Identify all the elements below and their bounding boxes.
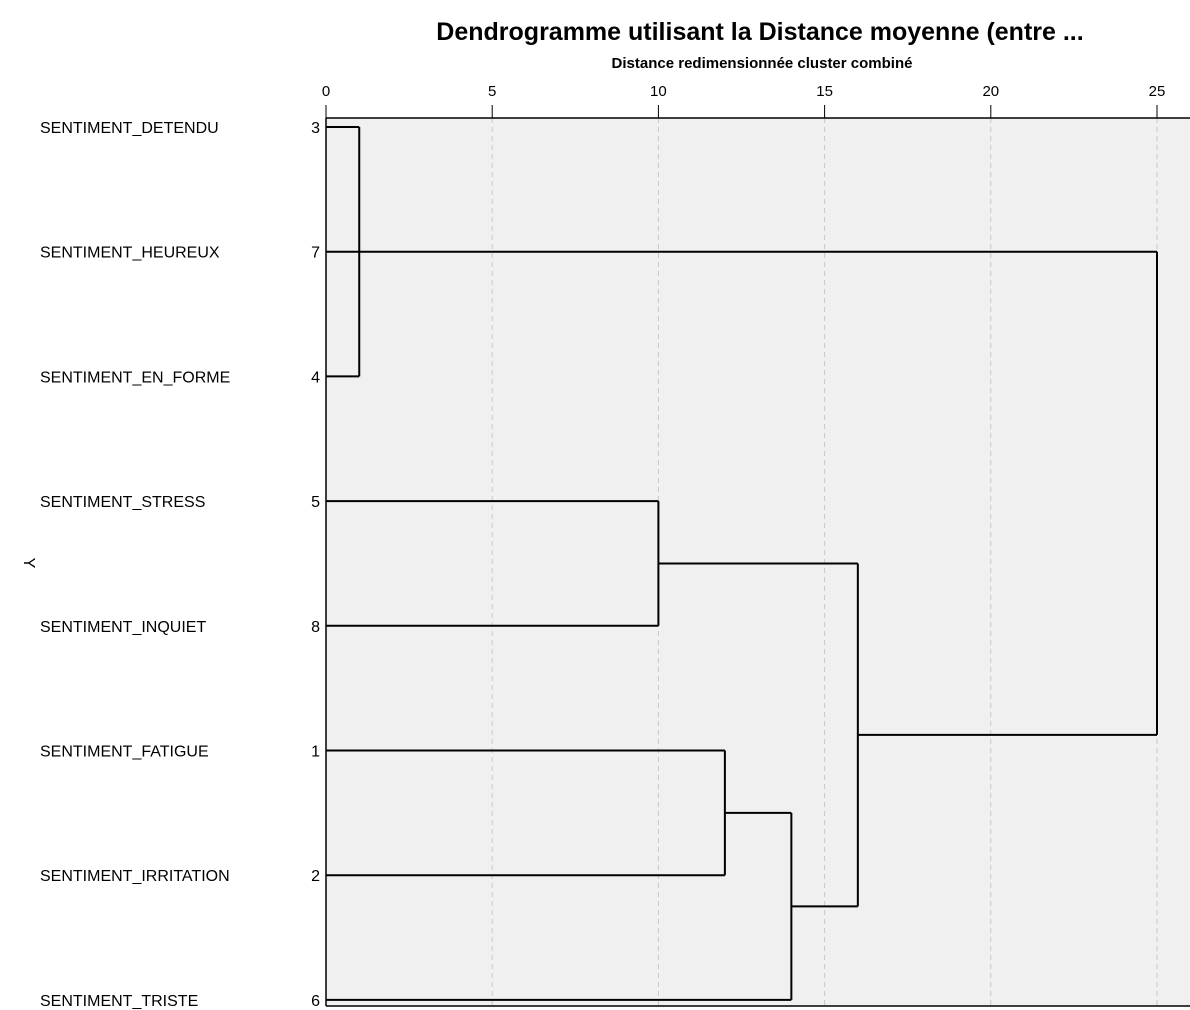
leaf-number: 3 bbox=[311, 120, 320, 137]
leaf-label: SENTIMENT_FATIGUE bbox=[40, 744, 209, 761]
leaf-label: SENTIMENT_DETENDU bbox=[40, 120, 219, 137]
leaf-number: 8 bbox=[311, 619, 320, 636]
x-tick-label: 20 bbox=[982, 83, 999, 100]
leaf-number: 1 bbox=[311, 744, 320, 761]
leaf-number: 5 bbox=[311, 494, 320, 511]
leaf-number: 4 bbox=[311, 369, 320, 386]
leaf-label: SENTIMENT_HEUREUX bbox=[40, 245, 220, 262]
leaf-number: 7 bbox=[311, 245, 320, 262]
leaf-label: SENTIMENT_TRISTE bbox=[40, 993, 198, 1010]
x-tick-label: 10 bbox=[650, 83, 667, 100]
x-tick-label: 25 bbox=[1149, 83, 1166, 100]
chart-title: Dendrogramme utilisant la Distance moyen… bbox=[436, 18, 1083, 46]
x-tick-label: 0 bbox=[322, 83, 330, 100]
leaf-label: SENTIMENT_IRRITATION bbox=[40, 868, 230, 885]
leaf-number: 6 bbox=[311, 993, 320, 1010]
leaf-label: SENTIMENT_INQUIET bbox=[40, 619, 206, 636]
leaf-label: SENTIMENT_STRESS bbox=[40, 494, 205, 511]
leaf-number: 2 bbox=[311, 868, 320, 885]
plot-background bbox=[326, 118, 1190, 1006]
x-tick-label: 5 bbox=[488, 83, 496, 100]
x-tick-label: 15 bbox=[816, 83, 833, 100]
y-axis-label: Y bbox=[20, 558, 37, 569]
x-axis-label: Distance redimensionnée cluster combiné bbox=[612, 55, 913, 72]
leaf-label: SENTIMENT_EN_FORME bbox=[40, 369, 230, 386]
